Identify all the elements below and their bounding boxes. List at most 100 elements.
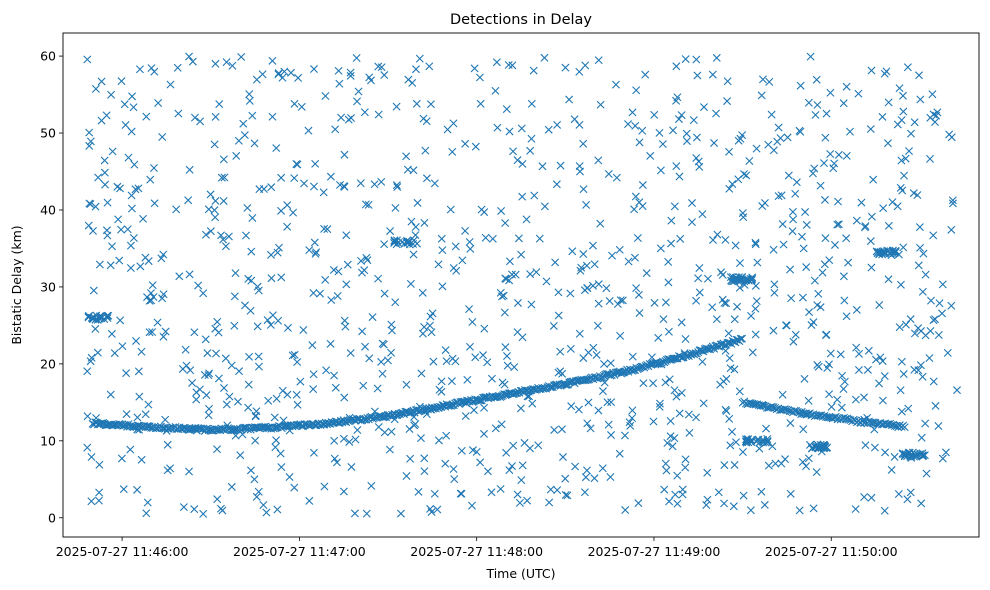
detection-point [221,354,230,363]
detection-point [934,422,943,430]
detection-point [277,206,286,215]
detection-point [126,445,135,454]
detection-point [331,383,340,392]
detection-point [681,455,690,464]
detection-point [703,495,712,504]
detection-point [581,473,590,482]
detection-point [630,253,639,262]
detection-point [392,236,401,245]
detection-point [476,458,485,467]
detection-point [890,452,899,461]
detection-point [635,308,644,317]
detection-point [434,436,443,445]
detection-point [714,488,723,497]
detection-point [786,419,795,428]
detection-point [910,329,919,338]
detection-point [430,489,439,498]
detection-point [742,171,751,180]
detection-point [216,504,225,513]
detection-point [779,240,788,249]
detection-point [566,344,575,353]
detection-point [752,144,761,153]
detection-point [838,371,847,380]
detection-point [887,465,896,474]
detection-point [806,440,814,449]
detection-point [579,185,588,194]
detection-point [616,296,625,305]
detection-point [248,213,257,222]
detection-point [523,392,532,401]
detection-point [751,281,760,290]
detection-point [663,439,672,448]
detection-point [598,387,607,396]
detection-point [215,100,224,109]
detection-point [948,199,957,208]
detection-point [380,71,389,80]
detection-point [194,281,203,290]
detection-point [392,102,401,111]
detection-point [789,337,798,346]
detection-point [377,177,386,186]
detection-point [412,99,421,108]
detection-point [147,296,156,305]
detection-point [869,175,878,184]
detection-point [296,377,305,386]
detection-point [461,412,470,421]
detection-point [712,315,721,324]
detection-point [625,418,634,427]
detection-point [206,227,215,236]
x-tick-label: 2025-07-27 11:48:00 [410,544,543,559]
detection-point [210,206,219,215]
detection-point [244,403,253,412]
detection-point [246,466,255,475]
detection-point [293,160,302,169]
detection-point [87,497,96,506]
detection-point [192,395,201,404]
detection-point [212,349,221,358]
detection-point [915,223,924,232]
detection-point [267,250,276,259]
detection-point [518,192,527,201]
detection-point [912,452,921,461]
detection-point [551,258,560,267]
detection-point [342,231,351,240]
detection-point [953,386,962,395]
detection-point [420,467,429,476]
detection-point [631,192,640,201]
detection-point [774,123,783,132]
detection-point [861,222,870,231]
detection-point [340,150,349,159]
detection-point [770,280,779,289]
detection-point [577,263,586,272]
detection-point [515,498,524,507]
detection-point [938,309,947,318]
detection-point [488,234,497,243]
detection-point [682,129,691,138]
detection-point [161,327,170,336]
detection-point [558,453,567,462]
detection-point [137,455,146,464]
detection-point [310,238,319,247]
detection-point [553,120,562,129]
detection-point [346,68,355,77]
detection-point [728,180,737,189]
detection-point [471,142,480,151]
detection-point [475,73,484,82]
detection-point [661,378,670,387]
detection-point [842,82,851,91]
detection-point [672,162,681,171]
detection-point [300,179,309,188]
detection-point [915,71,924,80]
detection-point [277,463,286,472]
detection-point [664,327,673,336]
detection-point [85,141,94,150]
detection-point [821,133,830,142]
detection-point [320,482,329,491]
detection-point [635,138,644,147]
detection-point [734,136,743,145]
detection-point [420,454,429,463]
detection-point [878,248,887,257]
detection-point [745,399,754,408]
detection-point [406,454,415,463]
detection-point [380,289,389,298]
